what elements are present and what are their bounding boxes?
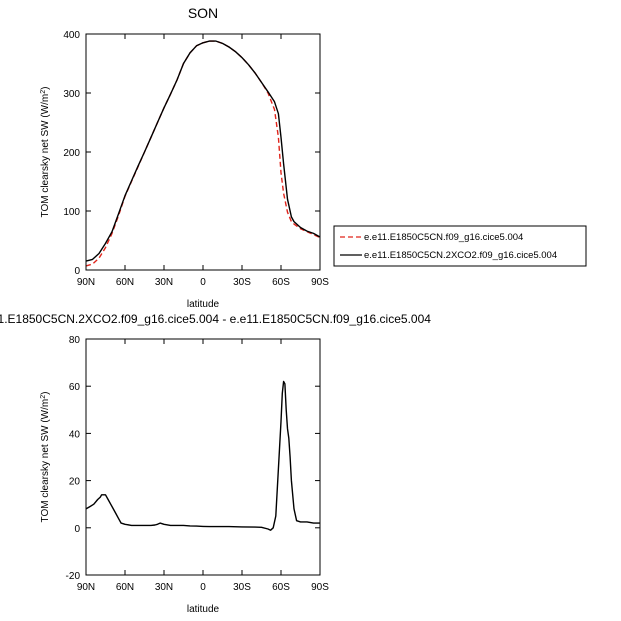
chart-title: SON — [188, 5, 218, 21]
legend-label-control: e.e11.E1850C5CN.f09_g16.cice5.004 — [364, 232, 523, 243]
y-tick-label: 40 — [69, 429, 81, 440]
y-tick-label: 0 — [74, 524, 80, 535]
x-tick-label: 90S — [311, 277, 329, 288]
x-axis-label: latitude — [187, 299, 220, 310]
legend-label-2xco2: e.e11.E1850C5CN.2XCO2.f09_g16.cice5.004 — [364, 250, 557, 261]
series-line-1 — [85, 40, 321, 267]
legend-box — [333, 225, 587, 267]
y-tick-label: 400 — [63, 30, 80, 41]
y-tick-label: 0 — [74, 266, 80, 277]
x-axis-ticks: 90N 60N 30N 0 30S 60S 90S — [77, 339, 329, 593]
x-tick-label: 60S — [272, 277, 290, 288]
top-panel: SON 0 100 200 300 400 90N 60N 30N 0 30S 60S 90S la… — [40, 5, 587, 310]
x-tick-label: 0 — [200, 582, 206, 593]
y-tick-label: 100 — [63, 207, 80, 218]
x-tick-label: 30N — [155, 582, 173, 593]
series-line-2 — [85, 40, 321, 262]
y-axis-label: TOM clearsky net SW (W/m2) — [40, 87, 52, 218]
difference-title: e.e11.E1850C5CN.2XCO2.f09_g16.cice5.004 … — [0, 312, 431, 326]
y-axis-ticks: -20 0 20 40 60 80 — [66, 335, 320, 582]
y-tick-label: 20 — [69, 477, 81, 488]
y-tick-label: 300 — [63, 89, 80, 100]
x-tick-label: 60S — [272, 582, 290, 593]
series-line-1 — [85, 380, 320, 531]
y-axis-ticks: 0 100 200 300 400 — [63, 30, 320, 277]
y-tick-label: -20 — [66, 571, 81, 582]
y-tick-label: 80 — [69, 335, 81, 346]
series-lines — [85, 40, 321, 267]
x-tick-label: 60N — [116, 277, 134, 288]
x-axis-ticks: 90N 60N 30N 0 30S 60S 90S — [77, 34, 329, 288]
legend: e.e11.E1850C5CN.f09_g16.cice5.004 e.e11.… — [333, 225, 587, 267]
x-tick-label: 90S — [311, 582, 329, 593]
x-tick-label: 90N — [77, 582, 95, 593]
x-tick-label: 90N — [77, 277, 95, 288]
y-tick-label: 200 — [63, 148, 80, 159]
x-tick-label: 30S — [233, 582, 251, 593]
x-tick-label: 30N — [155, 277, 173, 288]
plot-frame — [85, 338, 321, 576]
x-tick-label: 60N — [116, 582, 134, 593]
y-axis-label: TOM clearsky net SW (W/m2) — [40, 392, 52, 523]
x-tick-label: 30S — [233, 277, 251, 288]
difference-line — [85, 380, 320, 531]
bottom-panel: e.e11.E1850C5CN.2XCO2.f09_g16.cice5.004 … — [0, 312, 431, 615]
y-tick-label: 60 — [69, 382, 81, 393]
x-tick-label: 0 — [200, 277, 206, 288]
plot-frame — [85, 33, 321, 271]
x-axis-label: latitude — [187, 604, 220, 615]
